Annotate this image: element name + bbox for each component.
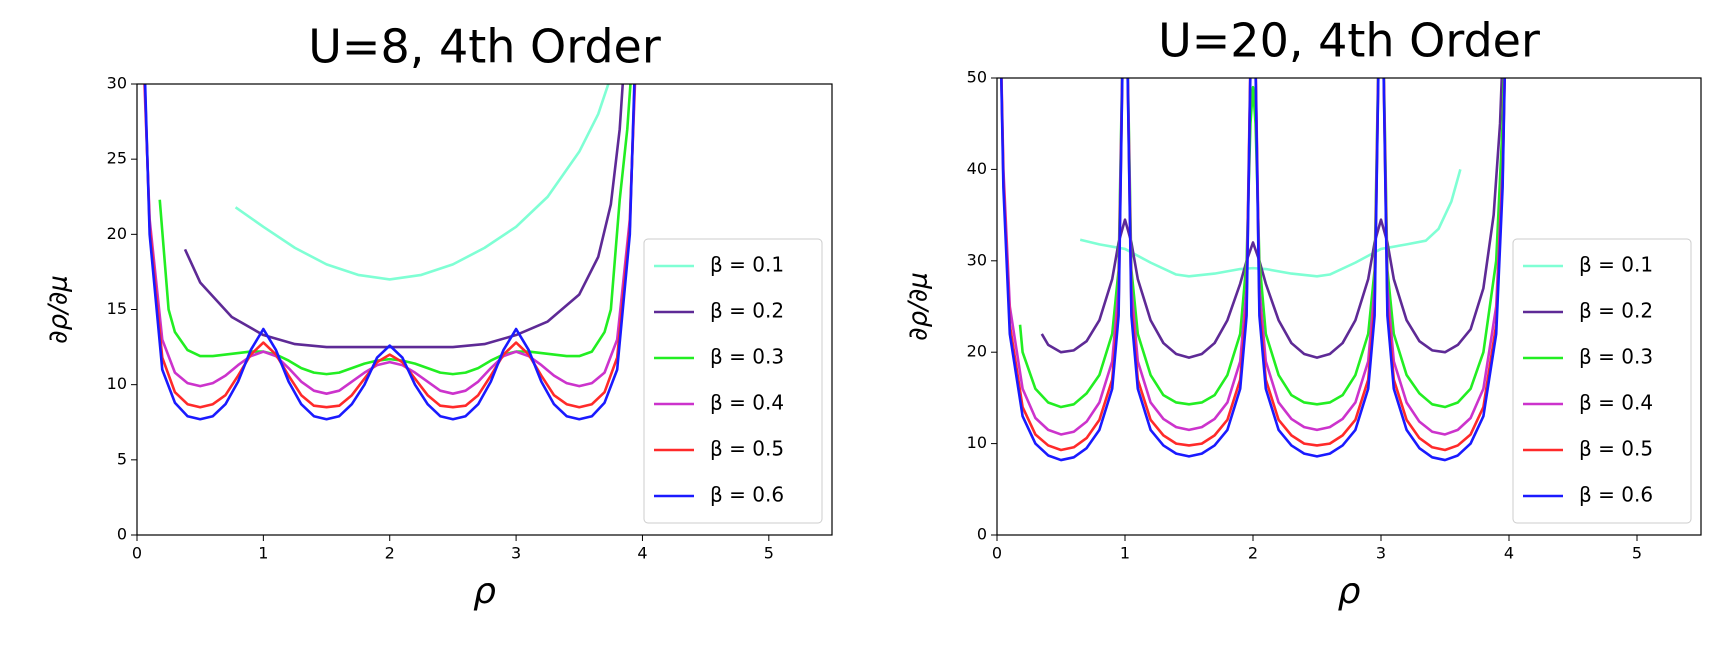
series-line — [1000, 78, 1506, 462]
legend-box — [1512, 238, 1692, 524]
legend-label: β = 0.4 — [1579, 391, 1653, 415]
y-tick-label: 10 — [107, 374, 127, 393]
x-tick-label: 1 — [258, 544, 268, 563]
y-tick-label: 30 — [967, 250, 987, 269]
legend-label: β = 0.3 — [1579, 345, 1653, 369]
y-tick-label: 20 — [107, 224, 127, 243]
x-tick-label: 2 — [1248, 544, 1258, 563]
x-tick-label: 5 — [764, 544, 774, 563]
series-line — [143, 84, 636, 421]
legend-label: β = 0.1 — [1579, 253, 1653, 277]
y-axis-label: ∂ρ/∂μ — [904, 272, 934, 341]
chart-title: U=8, 4th Order — [308, 20, 661, 74]
y-tick-label: 0 — [117, 525, 127, 544]
legend-label: β = 0.5 — [710, 437, 784, 461]
legend-label: β = 0.5 — [1579, 437, 1653, 461]
y-tick-label: 0 — [977, 525, 987, 544]
series-line — [234, 84, 610, 281]
x-tick-label: 5 — [1632, 544, 1642, 563]
y-tick-label: 30 — [107, 74, 127, 93]
series-line — [143, 84, 636, 409]
y-tick-label: 50 — [967, 68, 987, 87]
series-line — [1079, 169, 1462, 278]
series-line — [183, 84, 625, 349]
x-axis-label: ρ — [1338, 571, 1361, 612]
legend-box — [643, 238, 823, 524]
series-line — [1000, 78, 1506, 436]
x-tick-label: 3 — [511, 544, 521, 563]
x-tick-label: 4 — [1504, 544, 1514, 563]
legend-label: β = 0.3 — [710, 345, 784, 369]
chart-title: U=20, 4th Order — [1158, 14, 1540, 68]
y-tick-label: 20 — [967, 342, 987, 361]
legend-label: β = 0.1 — [710, 253, 784, 277]
x-tick-label: 2 — [385, 544, 395, 563]
plot-frame — [136, 83, 833, 536]
series-line — [1000, 78, 1506, 452]
legend-label: β = 0.6 — [710, 483, 784, 507]
plot-frame — [996, 77, 1702, 536]
y-tick-label: 25 — [107, 149, 127, 168]
legend-label: β = 0.2 — [1579, 299, 1653, 323]
x-tick-label: 3 — [1376, 544, 1386, 563]
x-tick-label: 1 — [1120, 544, 1130, 563]
y-tick-label: 10 — [967, 433, 987, 452]
legend-label: β = 0.4 — [710, 391, 784, 415]
x-tick-label: 0 — [132, 544, 142, 563]
x-axis-label: ρ — [473, 571, 496, 612]
series-line — [143, 84, 637, 395]
series-line — [158, 84, 632, 376]
y-tick-label: 15 — [107, 299, 127, 318]
legend-label: β = 0.2 — [710, 299, 784, 323]
x-tick-label: 4 — [637, 544, 647, 563]
y-tick-label: 40 — [967, 159, 987, 178]
legend-label: β = 0.6 — [1579, 483, 1653, 507]
y-axis-label: ∂ρ/∂μ — [44, 275, 74, 344]
plot-lines — [143, 84, 637, 421]
subplot: U=8, 4th Order 0 1 2 3 4 5 0 5 10 15 20 25 30 ρ ∂ρ/∂μ β … — [44, 20, 833, 612]
x-tick-label: 0 — [992, 544, 1002, 563]
y-tick-label: 5 — [117, 449, 127, 468]
plot-lines — [1000, 78, 1506, 462]
